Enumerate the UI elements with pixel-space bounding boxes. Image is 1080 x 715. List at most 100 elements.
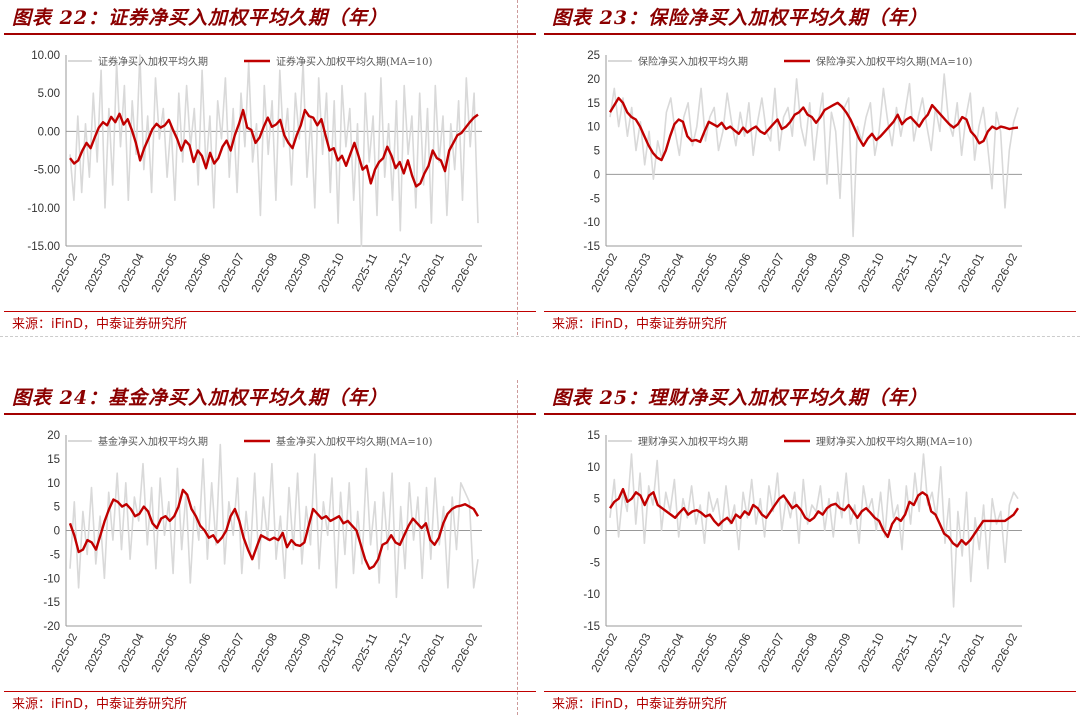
- x-tick-group: 2025-12: [923, 252, 953, 295]
- source-note: 来源：iFinD，中泰证券研究所: [12, 317, 188, 332]
- title-rule: [544, 33, 1076, 35]
- source-note: 来源：iFinD，中泰证券研究所: [552, 317, 728, 332]
- x-tick-group: 2025-12: [923, 632, 953, 675]
- x-tick-label: 2026-02: [990, 632, 1020, 675]
- series-line-raw: [609, 453, 1019, 608]
- x-tick-group: 2026-02: [990, 632, 1020, 675]
- source-note: 来源：iFinD，中泰证券研究所: [552, 697, 728, 712]
- y-tick-label: -15: [583, 241, 600, 253]
- x-tick-label: 2025-03: [623, 252, 653, 295]
- y-tick-label: -10.00: [27, 203, 60, 215]
- x-tick-label: 2026-01: [956, 632, 986, 675]
- x-tick-label: 2025-06: [723, 252, 753, 295]
- x-tick-label: 2025-12: [383, 252, 413, 295]
- x-tick-label: 2025-09: [823, 632, 853, 675]
- x-tick-group: 2025-08: [790, 252, 820, 295]
- x-tick-label: 2025-11: [890, 252, 920, 294]
- x-tick-group: 2025-07: [756, 632, 786, 675]
- x-tick-label: 2025-11: [890, 632, 920, 674]
- x-tick-group: 2025-09: [823, 252, 853, 295]
- x-tick-group: 2025-02: [50, 632, 80, 675]
- x-tick-group: 2025-08: [250, 632, 280, 675]
- series-line-ma: [69, 108, 479, 188]
- x-tick-group: 2025-02: [590, 632, 620, 675]
- source-rule: [544, 691, 1076, 692]
- x-tick-group: 2025-10: [316, 252, 346, 295]
- title-rule: [4, 413, 536, 415]
- x-tick-group: 2025-04: [656, 251, 687, 294]
- chart-title: 图表 23：保险净买入加权平均久期（年）: [552, 7, 929, 29]
- x-tick-group: 2025-09: [823, 632, 853, 675]
- series-line-raw: [69, 443, 479, 599]
- x-tick-label: 2025-05: [150, 252, 180, 295]
- y-tick-label: 10: [47, 478, 60, 490]
- source-rule: [4, 691, 536, 692]
- y-tick-label: -5: [50, 549, 60, 561]
- x-tick-label: 2025-07: [216, 632, 246, 675]
- x-tick-label: 2025-02: [50, 632, 80, 675]
- legend-label: 证券净买入加权平均久期(MA=10): [276, 55, 432, 68]
- title-rule: [4, 33, 536, 35]
- y-tick-label: -5: [590, 557, 600, 569]
- x-tick-group: 2025-08: [790, 632, 820, 675]
- x-tick-label: 2025-06: [183, 632, 213, 675]
- y-tick-label: 10: [587, 122, 600, 134]
- chart-title: 图表 25：理财净买入加权平均久期（年）: [552, 387, 929, 409]
- x-tick-group: 2025-09: [283, 632, 313, 675]
- x-tick-group: 2025-11: [350, 632, 380, 674]
- x-tick-label: 2025-03: [83, 632, 113, 675]
- y-tick-label: -10: [583, 217, 600, 229]
- x-tick-group: 2025-11: [350, 252, 380, 294]
- y-tick-label: 0.00: [38, 126, 60, 138]
- x-tick-label: 2025-04: [656, 631, 687, 674]
- legend-label: 证券净买入加权平均久期: [98, 55, 208, 68]
- x-tick-label: 2025-08: [250, 252, 280, 295]
- chart-panel-24: 图表 24：基金净买入加权平均久期（年） 20 15 10 5 0 -5 -10 -15 -20…: [4, 380, 536, 715]
- x-tick-label: 2026-02: [450, 632, 480, 675]
- x-tick-label: 2026-01: [416, 252, 446, 295]
- x-tick-label: 2025-07: [756, 632, 786, 675]
- y-tick-label: -15: [583, 621, 600, 633]
- x-tick-group: 2025-03: [623, 632, 653, 675]
- series-line-raw: [69, 54, 479, 247]
- x-tick-label: 2025-12: [923, 632, 953, 675]
- x-tick-label: 2025-08: [250, 632, 280, 675]
- y-tick-label: -15.00: [27, 241, 60, 253]
- x-tick-group: 2026-01: [956, 252, 986, 295]
- x-tick-group: 2025-05: [150, 252, 180, 295]
- title-rule: [544, 413, 1076, 415]
- x-tick-group: 2026-02: [450, 252, 480, 295]
- legend-label: 理财净买入加权平均久期: [638, 435, 748, 448]
- y-tick-label: 15: [47, 454, 60, 466]
- source-rule: [544, 311, 1076, 312]
- x-tick-group: 2025-06: [723, 252, 753, 295]
- y-tick-label: -5.00: [34, 165, 60, 177]
- x-tick-label: 2025-06: [183, 252, 213, 295]
- x-tick-label: 2025-04: [656, 251, 687, 294]
- y-tick-label: 10.00: [31, 50, 60, 62]
- x-tick-label: 2025-02: [590, 252, 620, 295]
- y-tick-label: 5: [54, 502, 60, 514]
- series-line-ma: [609, 487, 1019, 548]
- x-tick-group: 2025-08: [250, 252, 280, 295]
- x-tick-group: 2026-01: [416, 252, 446, 295]
- y-tick-label: 5.00: [38, 88, 60, 100]
- chart-panel-23: 图表 23：保险净买入加权平均久期（年） 25 20 15 10 5 0 -5 -10 -15 2…: [544, 0, 1076, 335]
- y-tick-label: 5: [594, 146, 600, 158]
- x-tick-group: 2025-09: [283, 252, 313, 295]
- x-tick-group: 2025-04: [116, 251, 147, 294]
- series-line-raw: [609, 73, 1019, 238]
- x-tick-label: 2026-02: [990, 252, 1020, 295]
- y-tick-label: -5: [590, 193, 600, 205]
- chart-title: 图表 22：证券净买入加权平均久期（年）: [12, 7, 389, 29]
- x-tick-label: 2025-10: [856, 632, 886, 675]
- x-tick-group: 2025-07: [756, 252, 786, 295]
- x-tick-label: 2025-04: [116, 251, 147, 294]
- x-tick-group: 2025-11: [890, 632, 920, 674]
- x-tick-group: 2025-10: [316, 632, 346, 675]
- legend-label: 保险净买入加权平均久期(MA=10): [816, 55, 972, 68]
- legend-label: 基金净买入加权平均久期: [98, 435, 208, 448]
- y-tick-label: -20: [43, 621, 60, 633]
